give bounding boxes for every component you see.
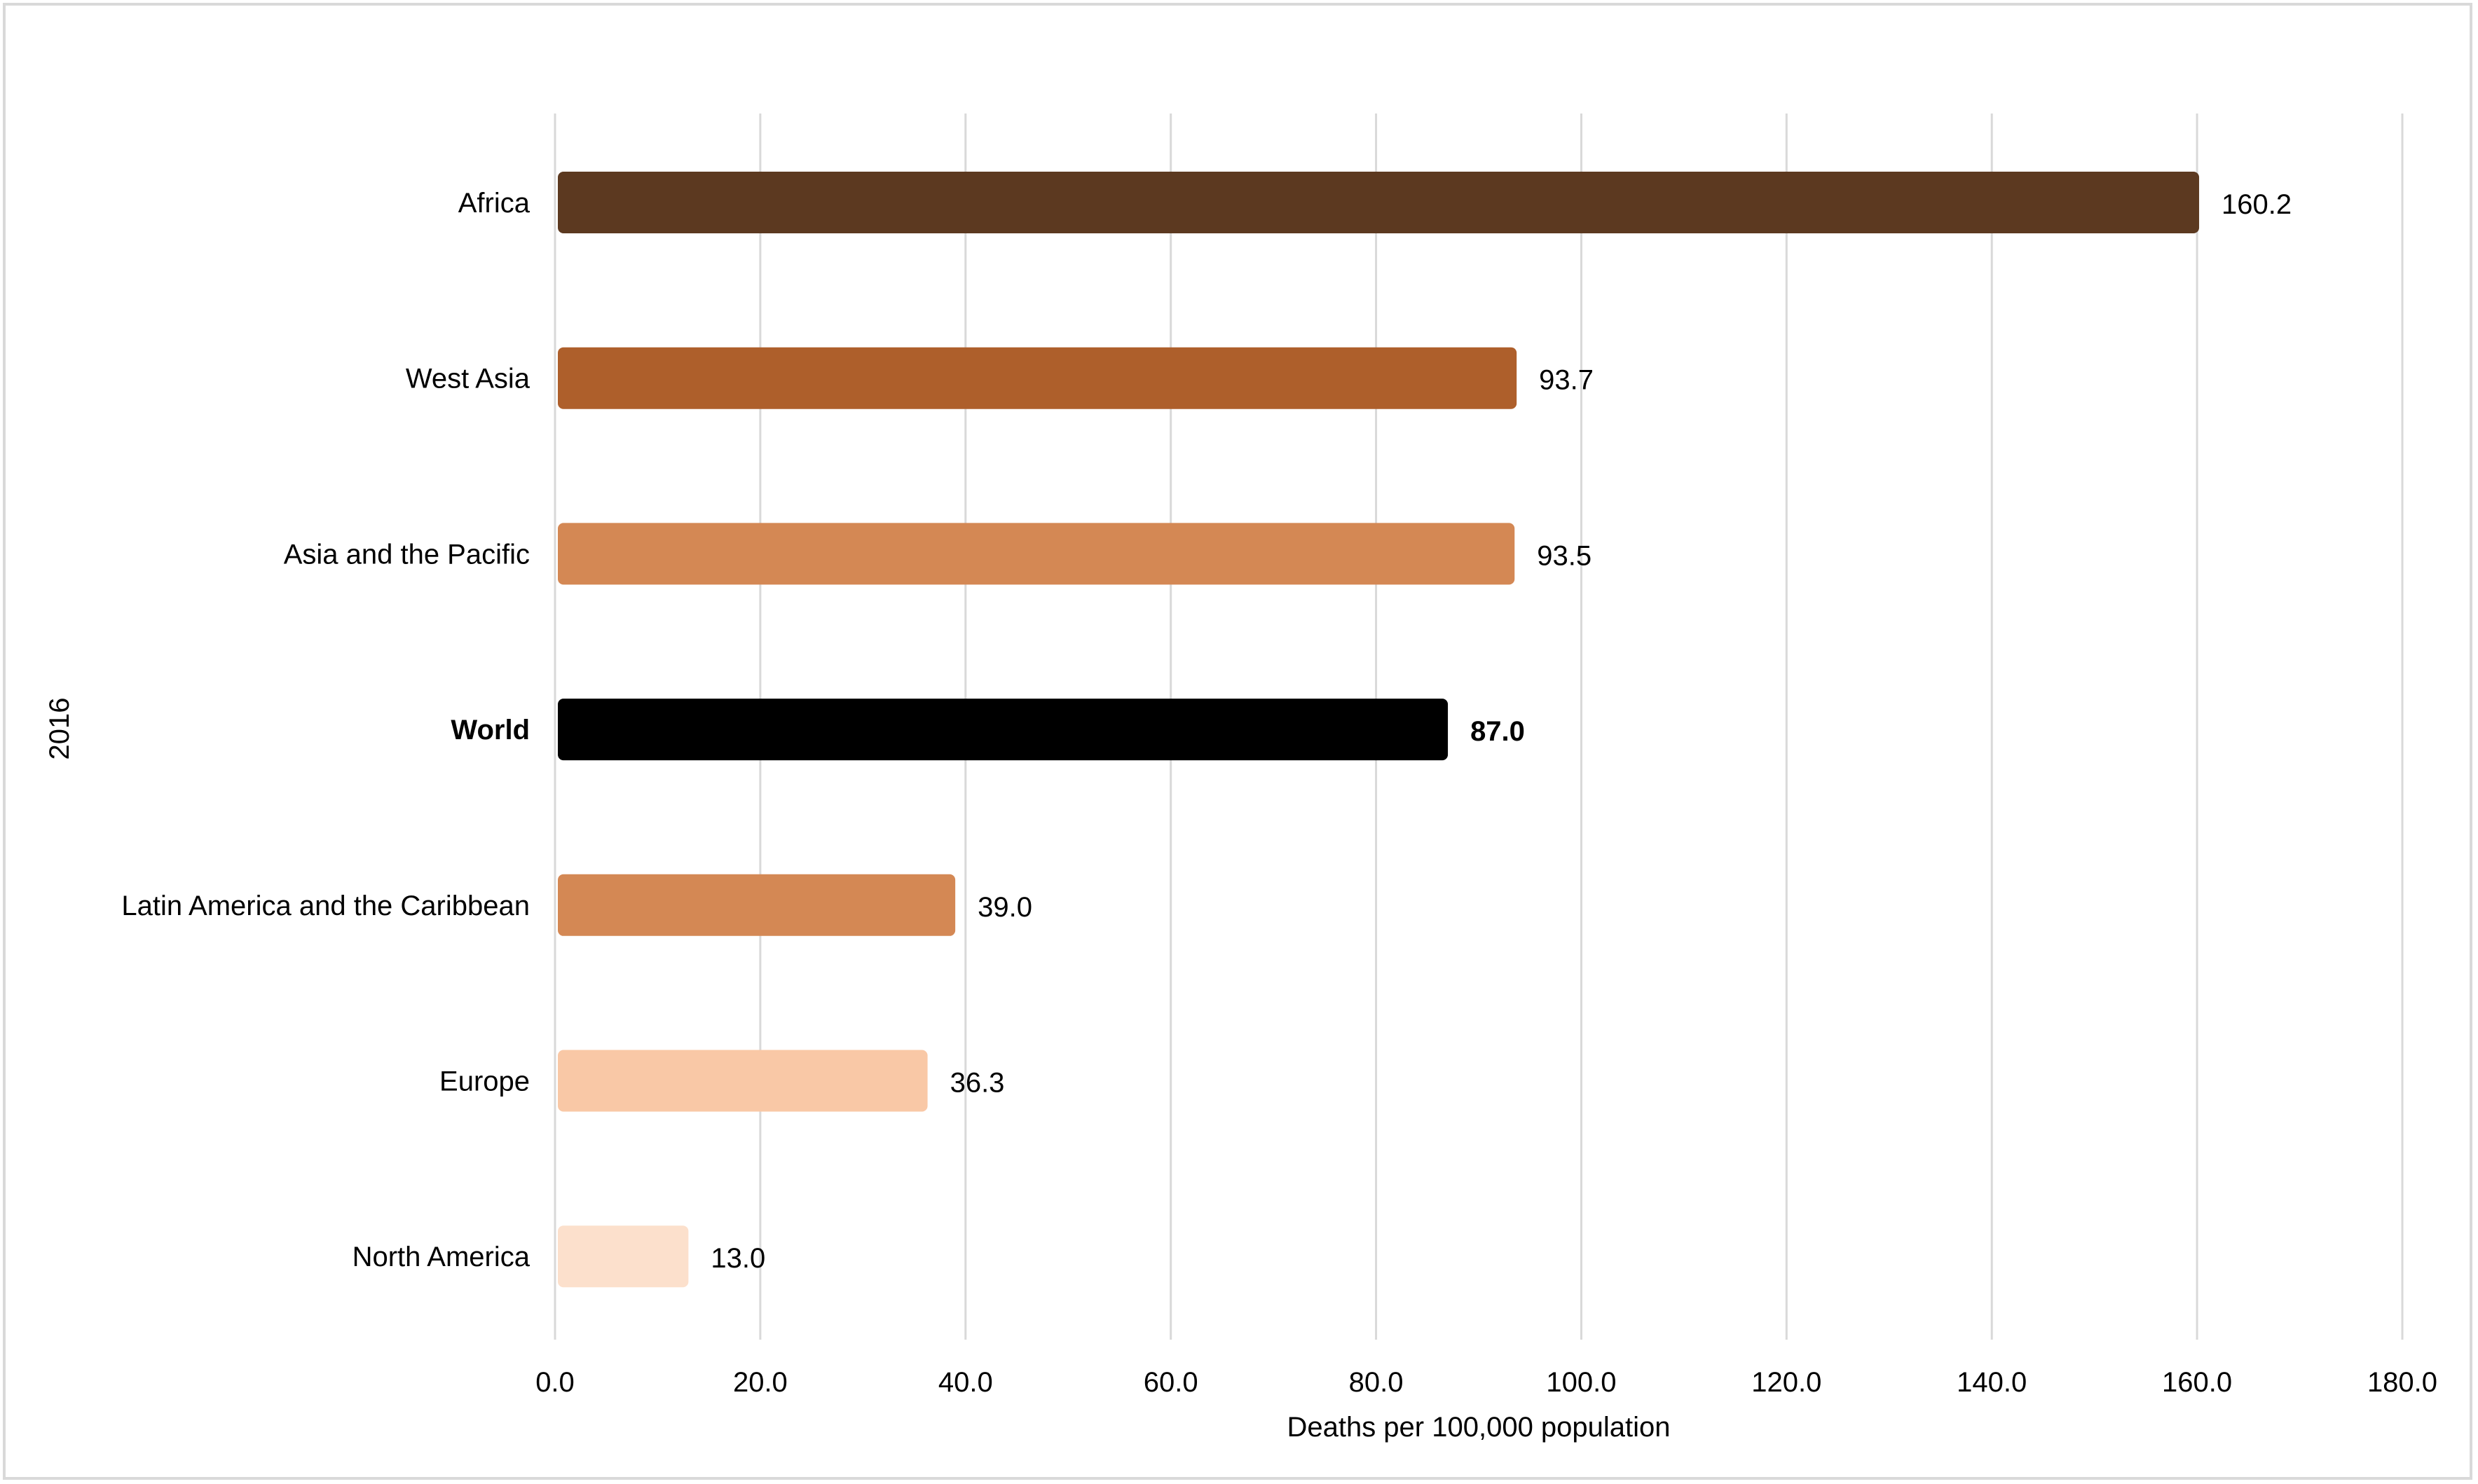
x-tick-label: 20.0	[733, 1367, 788, 1398]
x-tick-label: 100.0	[1546, 1367, 1616, 1398]
bar	[558, 347, 1517, 409]
data-label: 36.3	[950, 1068, 1005, 1099]
x-tick-label: 40.0	[938, 1367, 993, 1398]
data-label: 160.2	[2222, 189, 2292, 220]
data-label: 93.7	[1539, 365, 1594, 396]
x-axis-title: Deaths per 100,000 population	[1287, 1412, 1670, 1443]
data-label: 87.0	[1470, 716, 1525, 747]
category-label: Latin America and the Caribbean	[121, 891, 530, 921]
x-tick-label: 80.0	[1349, 1367, 1404, 1398]
chart-frame	[3, 3, 2472, 1480]
x-tick-label: 60.0	[1144, 1367, 1198, 1398]
data-label: 13.0	[711, 1243, 765, 1274]
category-label: Europe	[439, 1066, 530, 1097]
x-tick-labels: 0.0 20.0 40.0 60.0 80.0 100.0 120.0 140.0 160.0 1…	[535, 1367, 2437, 1398]
gridlines	[554, 114, 2404, 1340]
x-tick-label: 160.0	[2162, 1367, 2232, 1398]
bar	[558, 699, 1449, 761]
category-label: West Asia	[406, 364, 530, 394]
category-label: Asia and the Pacific	[284, 539, 530, 570]
data-label: 39.0	[978, 892, 1032, 923]
category-label: Africa	[458, 188, 530, 219]
bar	[558, 874, 956, 936]
bar	[558, 1050, 928, 1112]
category-label: North America	[352, 1242, 530, 1272]
x-tick-label: 0.0	[535, 1367, 575, 1398]
x-tick-label: 120.0	[1751, 1367, 1821, 1398]
category-label: World	[451, 715, 530, 746]
data-label: 93.5	[1537, 540, 1591, 571]
bar	[558, 523, 1515, 585]
bar	[558, 1225, 689, 1288]
bar	[558, 172, 2200, 233]
x-tick-label: 180.0	[2367, 1367, 2437, 1398]
y-axis-title: 2016	[44, 698, 75, 760]
bars: Africa 160.2 West Asia 93.7 Asia and the Pac…	[121, 172, 2292, 1288]
x-tick-label: 140.0	[1957, 1367, 2027, 1398]
